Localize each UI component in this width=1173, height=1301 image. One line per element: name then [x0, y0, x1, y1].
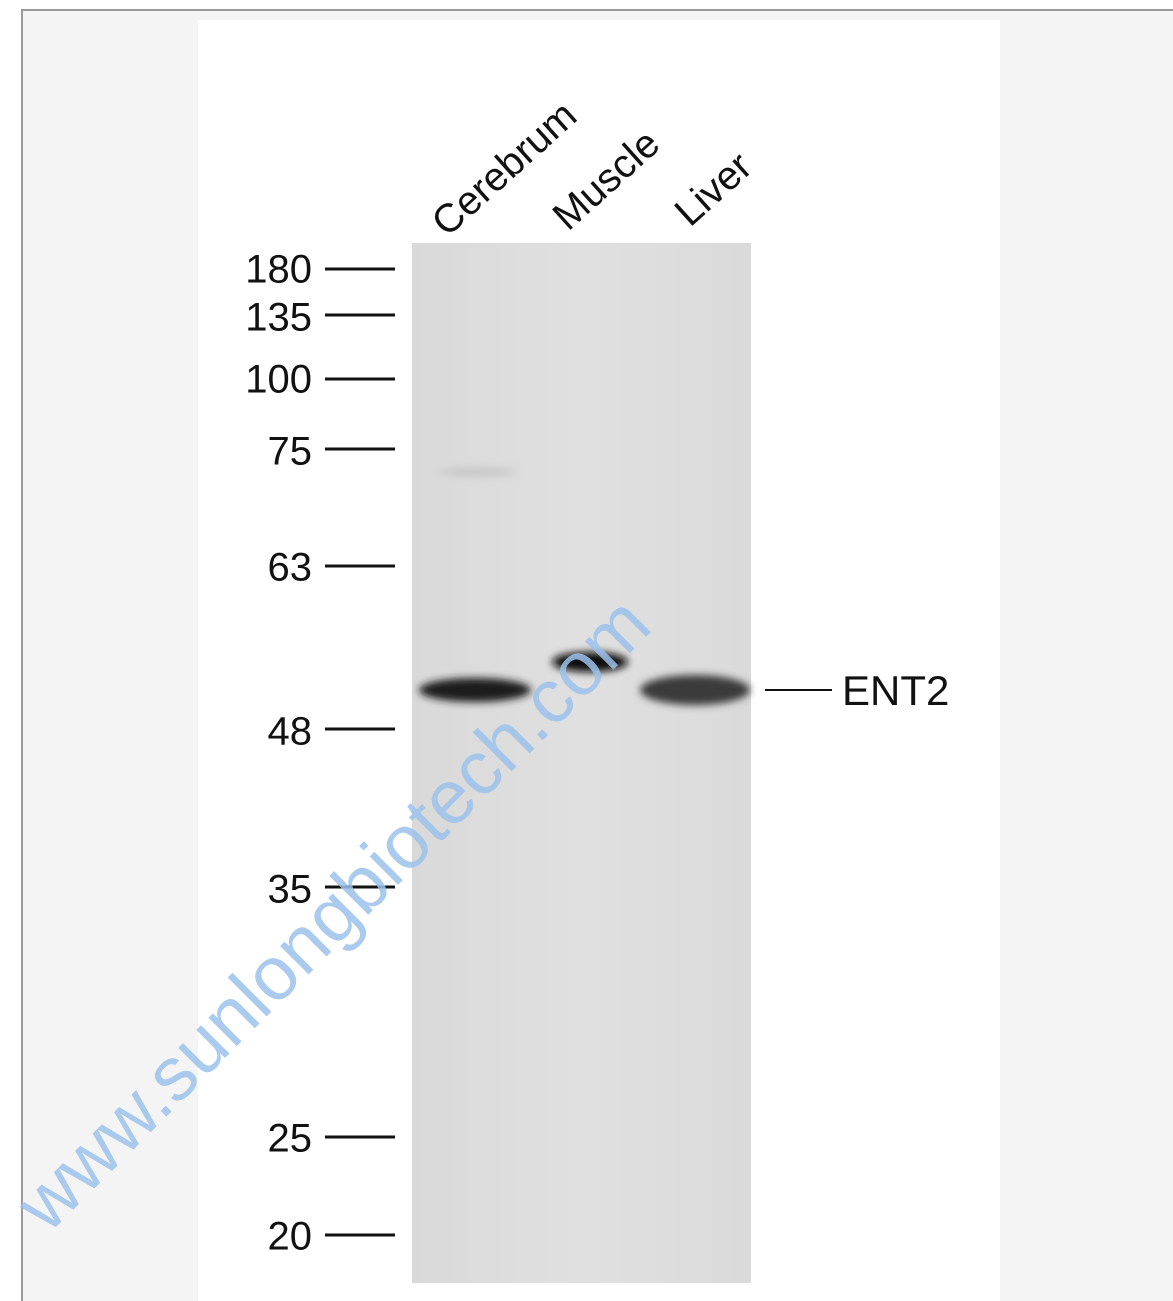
band — [419, 678, 531, 702]
marker-label: 20 — [268, 1215, 313, 1259]
marker-label: 135 — [245, 296, 312, 340]
marker-label: 63 — [268, 546, 313, 590]
band — [552, 652, 628, 672]
marker-label: 75 — [268, 430, 313, 474]
marker-label: 48 — [268, 710, 313, 754]
marker-label: 100 — [245, 358, 312, 402]
marker-label: 180 — [245, 248, 312, 292]
faint-band — [438, 469, 518, 475]
marker-label: 35 — [268, 868, 313, 912]
blot — [412, 243, 751, 1283]
bands — [419, 469, 750, 705]
band — [640, 675, 750, 705]
marker-label: 25 — [268, 1117, 313, 1161]
band-label: ENT2 — [842, 667, 949, 714]
markers: 180 135 100 75 63 48 35 25 20 — [245, 248, 395, 1259]
marker-ticks — [325, 267, 395, 1237]
